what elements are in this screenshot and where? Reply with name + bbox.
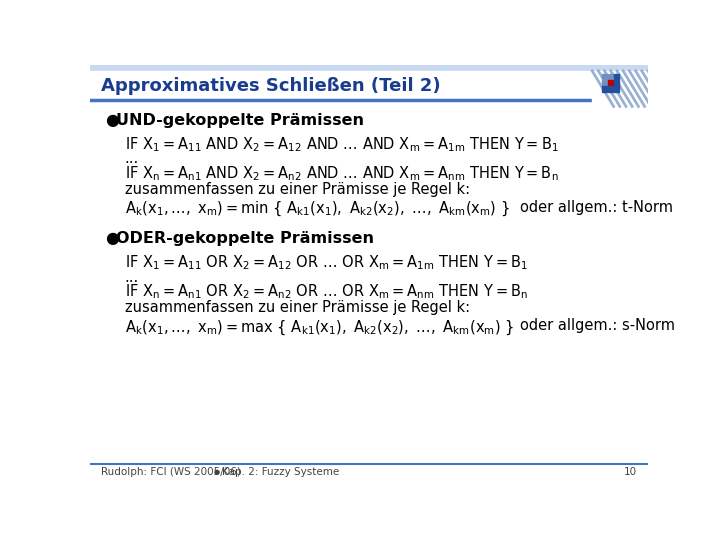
Text: $\mathsf{A_k(x_1,\ldots,\ x_m) = max\ \{\ A_{k1}(x_1),\ A_{k2}(x_2),\ \ldots,\ A: $\mathsf{A_k(x_1,\ldots,\ x_m) = max\ \{… (125, 318, 514, 336)
Text: ...: ... (125, 151, 139, 166)
Text: 10: 10 (624, 467, 637, 477)
Text: oder allgem.: t-Norm: oder allgem.: t-Norm (520, 200, 673, 214)
Text: $\mathsf{IF\ X_n = A_{n1}\ OR\ X_2 = A_{n2}\ OR\ \ldots\ OR\ X_m = A_{nm}\ THEN\: $\mathsf{IF\ X_n = A_{n1}\ OR\ X_2 = A_{… (125, 283, 528, 301)
Bar (608, 80, 613, 85)
Text: Kap. 2: Fuzzy Systeme: Kap. 2: Fuzzy Systeme (222, 467, 339, 477)
Text: Approximatives Schließen (Teil 2): Approximatives Schließen (Teil 2) (101, 77, 441, 94)
Bar (608, 86, 613, 92)
Text: zusammenfassen zu einer Prämisse je Regel k:: zusammenfassen zu einer Prämisse je Rege… (125, 300, 470, 315)
Text: $\mathsf{IF\ X_1 = A_{11}\ OR\ X_2 = A_{12}\ OR\ \ldots\ OR\ X_m = A_{1m}\ THEN\: $\mathsf{IF\ X_1 = A_{11}\ OR\ X_2 = A_{… (125, 253, 528, 272)
Bar (90, 65, 648, 71)
Text: ●: ● (106, 231, 120, 246)
Text: UND-gekoppelte Prämissen: UND-gekoppelte Prämissen (117, 112, 364, 127)
Bar (614, 86, 619, 92)
Bar (614, 80, 619, 85)
Bar (608, 74, 613, 79)
Text: ODER-gekoppelte Prämissen: ODER-gekoppelte Prämissen (117, 231, 374, 246)
Bar (593, 71, 648, 106)
Text: ●: ● (106, 112, 120, 127)
Text: oder allgem.: s-Norm: oder allgem.: s-Norm (520, 318, 675, 333)
Bar (601, 80, 607, 85)
Text: zusammenfassen zu einer Prämisse je Regel k:: zusammenfassen zu einer Prämisse je Rege… (125, 182, 470, 197)
Bar (601, 86, 607, 92)
Text: Rudolph: FCI (WS 2005/06): Rudolph: FCI (WS 2005/06) (101, 467, 240, 477)
Text: $\mathsf{IF\ X_1 = A_{11}\ AND\ X_2 = A_{12}\ AND\ \ldots\ AND\ X_m = A_{1m}\ TH: $\mathsf{IF\ X_1 = A_{11}\ AND\ X_2 = A_… (125, 135, 559, 153)
Text: $\mathsf{A_k(x_1,\ldots,\ x_m) = min\ \{\ A_{k1}(x_1),\ A_{k2}(x_2),\ \ldots,\ A: $\mathsf{A_k(x_1,\ldots,\ x_m) = min\ \{… (125, 200, 510, 218)
Text: ●: ● (214, 469, 220, 475)
Bar (614, 74, 619, 79)
Bar (601, 74, 607, 79)
Text: ...: ... (125, 269, 139, 285)
Bar (90, 71, 648, 100)
Text: $\mathsf{IF\ X_n = A_{n1}\ AND\ X_2 = A_{n2}\ AND\ \ldots\ AND\ X_m = A_{nm}\ TH: $\mathsf{IF\ X_n = A_{n1}\ AND\ X_2 = A_… (125, 164, 559, 183)
